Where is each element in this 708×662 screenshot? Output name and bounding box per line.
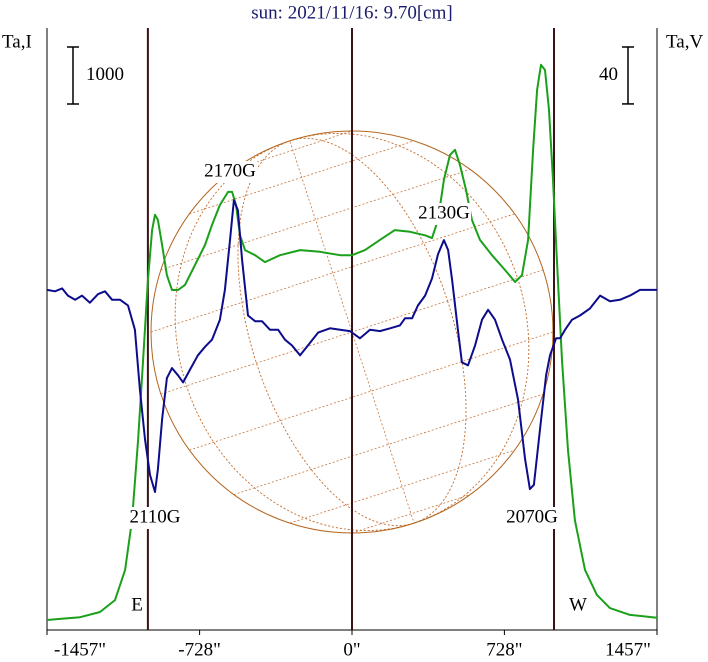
annotation: 2130G [418, 202, 470, 223]
annotation: 2110G [129, 506, 180, 527]
annotation-bg [203, 161, 258, 183]
x-tick-label: 728" [486, 639, 522, 660]
parallel [289, 449, 515, 524]
x-tick-label: -728" [178, 639, 221, 660]
annotation: 2170G [204, 160, 256, 181]
annotation-bg [128, 507, 182, 529]
parallel [351, 494, 471, 534]
x-tick-label: -1457" [54, 639, 106, 660]
scale-bar-label: 40 [599, 64, 618, 85]
annotation: 2070G [506, 506, 558, 527]
y-axis-label: Ta,I [2, 31, 32, 52]
annotation-bg [505, 507, 560, 529]
chart-title: sun: 2021/11/16: 9.70[cm] [251, 2, 452, 23]
annotation: E [131, 594, 143, 615]
annotation-bg [417, 203, 472, 225]
scale-bar-label: 1000 [86, 64, 124, 85]
x-tick-label: 1457" [605, 639, 651, 660]
data-line [46, 63, 658, 621]
data-line [46, 199, 657, 493]
x-tick-label: 0" [343, 639, 360, 660]
y2-axis-label: Ta,V [666, 31, 703, 52]
annotation: W [569, 594, 587, 615]
parallel [189, 140, 415, 215]
